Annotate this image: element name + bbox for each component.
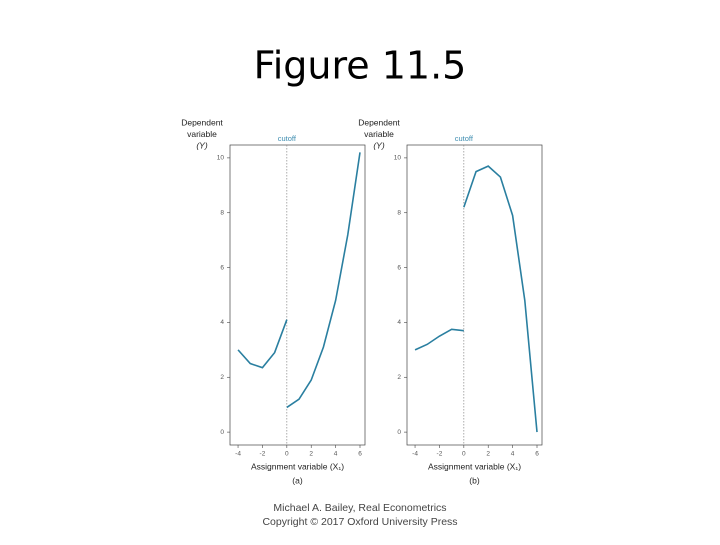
x-tick-label: 6 bbox=[358, 451, 362, 458]
x-tick-label: 0 bbox=[285, 451, 289, 458]
x-tick-label: 2 bbox=[309, 451, 313, 458]
x-axis-label: Assignment variable (X₁) bbox=[428, 461, 521, 471]
panel-label: (b) bbox=[469, 475, 480, 485]
y-tick-label: 10 bbox=[217, 155, 225, 162]
x-tick-label: -4 bbox=[235, 451, 241, 458]
x-tick-label: 4 bbox=[511, 451, 515, 458]
plot-frame bbox=[406, 144, 543, 446]
y-axis-label: variable bbox=[187, 129, 217, 139]
x-tick-label: -4 bbox=[412, 451, 418, 458]
x-tick-label: 2 bbox=[486, 451, 490, 458]
y-tick-label: 6 bbox=[397, 264, 401, 271]
cutoff-label: cutoff bbox=[278, 134, 297, 143]
y-tick-label: 8 bbox=[220, 209, 224, 216]
y-axis-label: (Y) bbox=[196, 140, 208, 150]
y-tick-label: 0 bbox=[397, 429, 401, 436]
x-tick-label: -2 bbox=[260, 451, 266, 458]
y-tick-label: 2 bbox=[397, 374, 401, 381]
x-tick-label: 0 bbox=[462, 451, 466, 458]
x-tick-label: 6 bbox=[535, 451, 539, 458]
y-axis-label: Dependent bbox=[181, 117, 223, 127]
x-tick-label: 4 bbox=[334, 451, 338, 458]
panel-label: (a) bbox=[292, 475, 303, 485]
y-axis-label: variable bbox=[364, 129, 394, 139]
data-line bbox=[414, 165, 538, 433]
y-tick-label: 4 bbox=[220, 319, 224, 326]
y-axis-label: Dependent bbox=[358, 117, 400, 127]
y-axis-label: (Y) bbox=[373, 140, 385, 150]
y-tick-label: 8 bbox=[397, 209, 401, 216]
x-axis-label: Assignment variable (X₁) bbox=[251, 461, 344, 471]
cutoff-label: cutoff bbox=[455, 134, 474, 143]
plot-frame bbox=[229, 144, 366, 446]
y-tick-label: 2 bbox=[220, 374, 224, 381]
slide-title: Figure 11.5 bbox=[254, 44, 467, 88]
footer-line: Michael A. Bailey, Real Econometrics bbox=[273, 502, 446, 514]
data-line bbox=[237, 152, 361, 409]
y-tick-label: 10 bbox=[394, 155, 402, 162]
y-tick-label: 0 bbox=[220, 429, 224, 436]
y-tick-label: 6 bbox=[220, 264, 224, 271]
footer-line: Copyright © 2017 Oxford University Press bbox=[262, 516, 457, 528]
x-tick-label: -2 bbox=[437, 451, 443, 458]
y-tick-label: 4 bbox=[397, 319, 401, 326]
